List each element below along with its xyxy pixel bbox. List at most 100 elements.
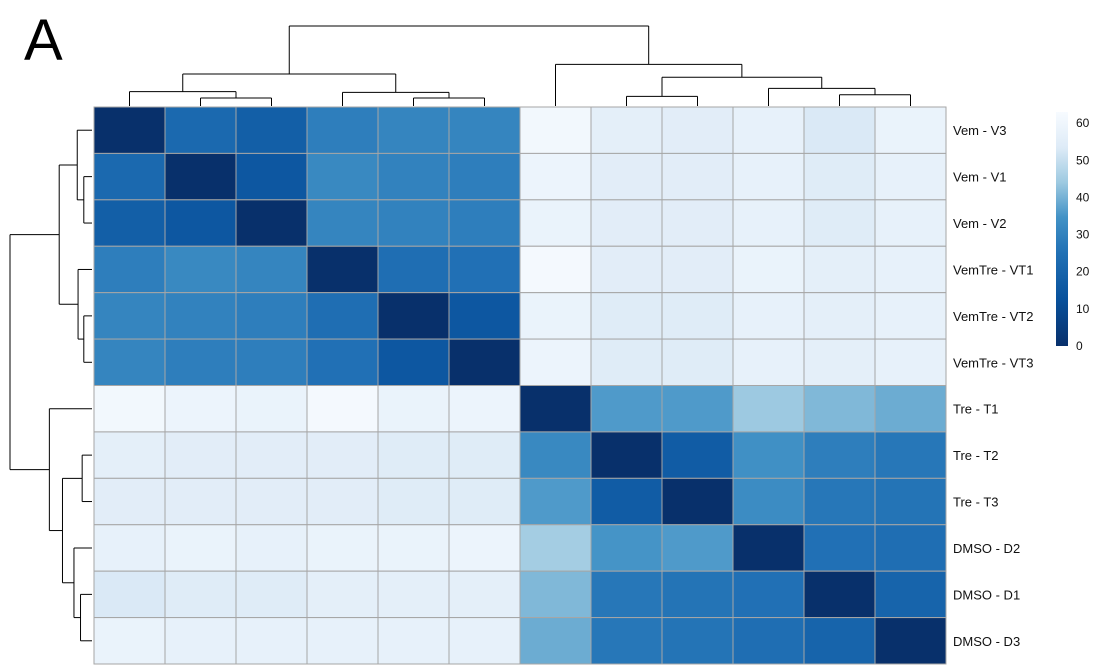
heatmap-cell: [732, 570, 805, 619]
heatmap-cell: [448, 245, 521, 294]
heatmap-cell: [874, 152, 947, 201]
heatmap-cell: [874, 385, 947, 433]
row-label: DMSO - D1: [953, 587, 1020, 602]
heatmap-cell: [93, 385, 166, 433]
legend-tick-label: 10: [1076, 302, 1090, 316]
heatmap-cell: [661, 106, 734, 154]
heatmap-cell: [235, 524, 308, 572]
heatmap-cell: [235, 245, 308, 294]
heatmap-cell: [235, 385, 308, 433]
row-label: VemTre - VT1: [953, 262, 1033, 277]
heatmap-cell: [377, 431, 450, 479]
heatmap-cell: [874, 524, 947, 572]
heatmap-cell: [874, 617, 947, 665]
heatmap-cell: [164, 152, 237, 201]
legend-tick-label: 40: [1076, 190, 1090, 204]
heatmap-cell: [874, 106, 947, 154]
heatmap-cell: [519, 106, 592, 154]
heatmap-cell: [803, 338, 876, 387]
heatmap-cell: [93, 292, 166, 340]
heatmap-cell: [732, 617, 805, 665]
heatmap-cell: [306, 338, 379, 387]
heatmap-cell: [448, 570, 521, 619]
heatmap-cell: [732, 106, 805, 154]
legend-color-bar: [1056, 112, 1068, 346]
heatmap-cell: [377, 245, 450, 294]
heatmap-cell: [590, 477, 663, 526]
column-dendrogram: [129, 25, 911, 106]
legend-tick-label: 0: [1076, 339, 1083, 353]
heatmap-cell: [164, 199, 237, 247]
heatmap-cell: [448, 199, 521, 247]
row-label: Vem - V2: [953, 216, 1006, 231]
heatmap-cell: [732, 477, 805, 526]
heatmap-cell: [590, 431, 663, 479]
heatmap-cell: [164, 245, 237, 294]
heatmap-cell: [93, 338, 166, 387]
heatmap-cell: [164, 106, 237, 154]
heatmap-cell: [448, 152, 521, 201]
heatmap-cell: [377, 570, 450, 619]
heatmap-cell: [519, 245, 592, 294]
heatmap-cell: [803, 199, 876, 247]
heatmap-cell: [235, 199, 308, 247]
heatmap-cell: [306, 617, 379, 665]
heatmap-cell: [661, 477, 734, 526]
heatmap-cell: [448, 106, 521, 154]
heatmap-cell: [377, 385, 450, 433]
heatmap-cell: [661, 292, 734, 340]
heatmap-cell: [164, 385, 237, 433]
heatmap-cell: [306, 477, 379, 526]
row-label: DMSO - D3: [953, 634, 1020, 649]
heatmap-cell: [874, 338, 947, 387]
heatmap-cell: [732, 152, 805, 201]
heatmap-cell: [306, 106, 379, 154]
legend-tick-label: 30: [1076, 228, 1090, 242]
heatmap-cell: [448, 617, 521, 665]
heatmap-cell: [93, 199, 166, 247]
heatmap-cell: [519, 524, 592, 572]
heatmap-cell: [874, 431, 947, 479]
heatmap-cell: [803, 570, 876, 619]
color-legend: 0 10 20 30 40 50 60: [1056, 112, 1090, 353]
heatmap-cell: [377, 617, 450, 665]
heatmap-cell: [235, 570, 308, 619]
heatmap-cell: [519, 570, 592, 619]
heatmap-cell: [235, 152, 308, 201]
heatmap-cell: [803, 106, 876, 154]
heatmap-cell: [661, 385, 734, 433]
heatmap-cell: [164, 338, 237, 387]
heatmap-cell: [590, 524, 663, 572]
heatmap-cell: [732, 245, 805, 294]
heatmap-cell: [519, 617, 592, 665]
heatmap-cell: [164, 292, 237, 340]
heatmap-cell: [661, 570, 734, 619]
heatmap-cell: [164, 431, 237, 479]
heatmap-cell: [448, 431, 521, 479]
heatmap-cell: [448, 385, 521, 433]
heatmap-cell: [661, 617, 734, 665]
heatmap-cell: [590, 617, 663, 665]
heatmap-cell: [661, 524, 734, 572]
heatmap-cell: [93, 570, 166, 619]
heatmap-cell: [732, 385, 805, 433]
heatmap-cell: [590, 106, 663, 154]
heatmap-cell: [519, 338, 592, 387]
heatmap-cell: [235, 477, 308, 526]
heatmap-cell: [661, 152, 734, 201]
heatmap-cell: [590, 570, 663, 619]
heatmap-cell: [93, 152, 166, 201]
heatmap-cell: [164, 477, 237, 526]
heatmap-cell: [164, 617, 237, 665]
heatmap-cell: [590, 199, 663, 247]
heatmap-cell: [519, 199, 592, 247]
heatmap-cell: [235, 617, 308, 665]
row-label: Vem - V1: [953, 170, 1006, 185]
row-label: DMSO - D2: [953, 541, 1020, 556]
heatmap-cell: [661, 431, 734, 479]
heatmap-cell: [448, 524, 521, 572]
heatmap-cell: [306, 431, 379, 479]
heatmap-cell: [93, 431, 166, 479]
heatmap-cell: [803, 385, 876, 433]
legend-tick-label: 60: [1076, 116, 1090, 130]
